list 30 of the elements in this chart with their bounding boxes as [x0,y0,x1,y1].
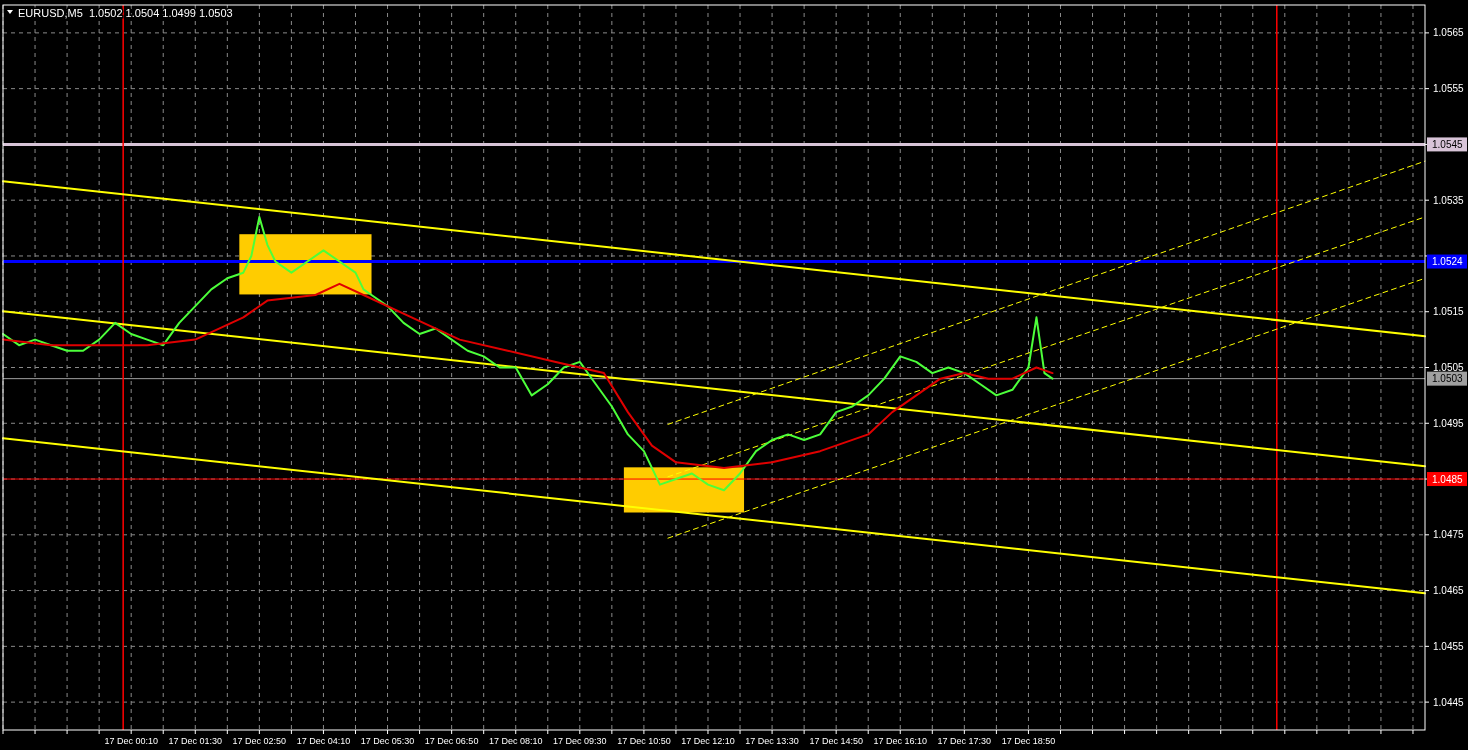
y-tick-label: 1.0505 [1433,362,1465,373]
y-tick-label: 1.0535 [1433,194,1465,206]
y-tick-label: 1.0515 [1433,306,1465,318]
ref-line-label: 1.0503 [1432,373,1464,385]
y-tick-label: 1.0455 [1433,640,1465,652]
x-tick-label: 17 Dec 08:10 [488,736,543,746]
y-tick-label: 1.0495 [1433,417,1465,429]
x-tick-label: 17 Dec 06:50 [424,736,479,746]
y-tick-label: 1.0465 [1433,585,1465,597]
ref-line-label: 1.0545 [1432,138,1464,150]
x-tick-label: 17 Dec 05:30 [360,736,415,746]
x-tick-label: 17 Dec 02:50 [232,736,287,746]
ref-line-label: 1.0524 [1432,256,1464,268]
chart-title: EURUSD,M5 1.0502 1.0504 1.0499 1.0503 [18,7,233,19]
ref-line-label: 1.0485 [1432,473,1464,485]
y-tick-label: 1.0445 [1433,696,1465,708]
x-tick-label: 17 Dec 10:50 [617,736,671,746]
x-tick-label: 17 Dec 14:50 [809,736,863,746]
x-tick-label: 17 Dec 13:30 [745,736,799,746]
x-tick-label: 17 Dec 16:10 [873,736,928,746]
x-tick-label: 17 Dec 09:30 [553,736,607,746]
x-tick-label: 17 Dec 17:30 [937,736,992,746]
y-tick-label: 1.0475 [1433,529,1465,541]
x-tick-label: 17 Dec 12:10 [681,736,735,746]
x-tick-label: 17 Dec 04:10 [296,736,351,746]
y-tick-label: 1.0565 [1433,27,1465,39]
x-tick-label: 17 Dec 01:30 [168,736,223,746]
y-tick-label: 1.0555 [1433,83,1465,95]
x-tick-label: 17 Dec 18:50 [1001,736,1056,746]
x-tick-label: 17 Dec 00:10 [104,736,158,746]
